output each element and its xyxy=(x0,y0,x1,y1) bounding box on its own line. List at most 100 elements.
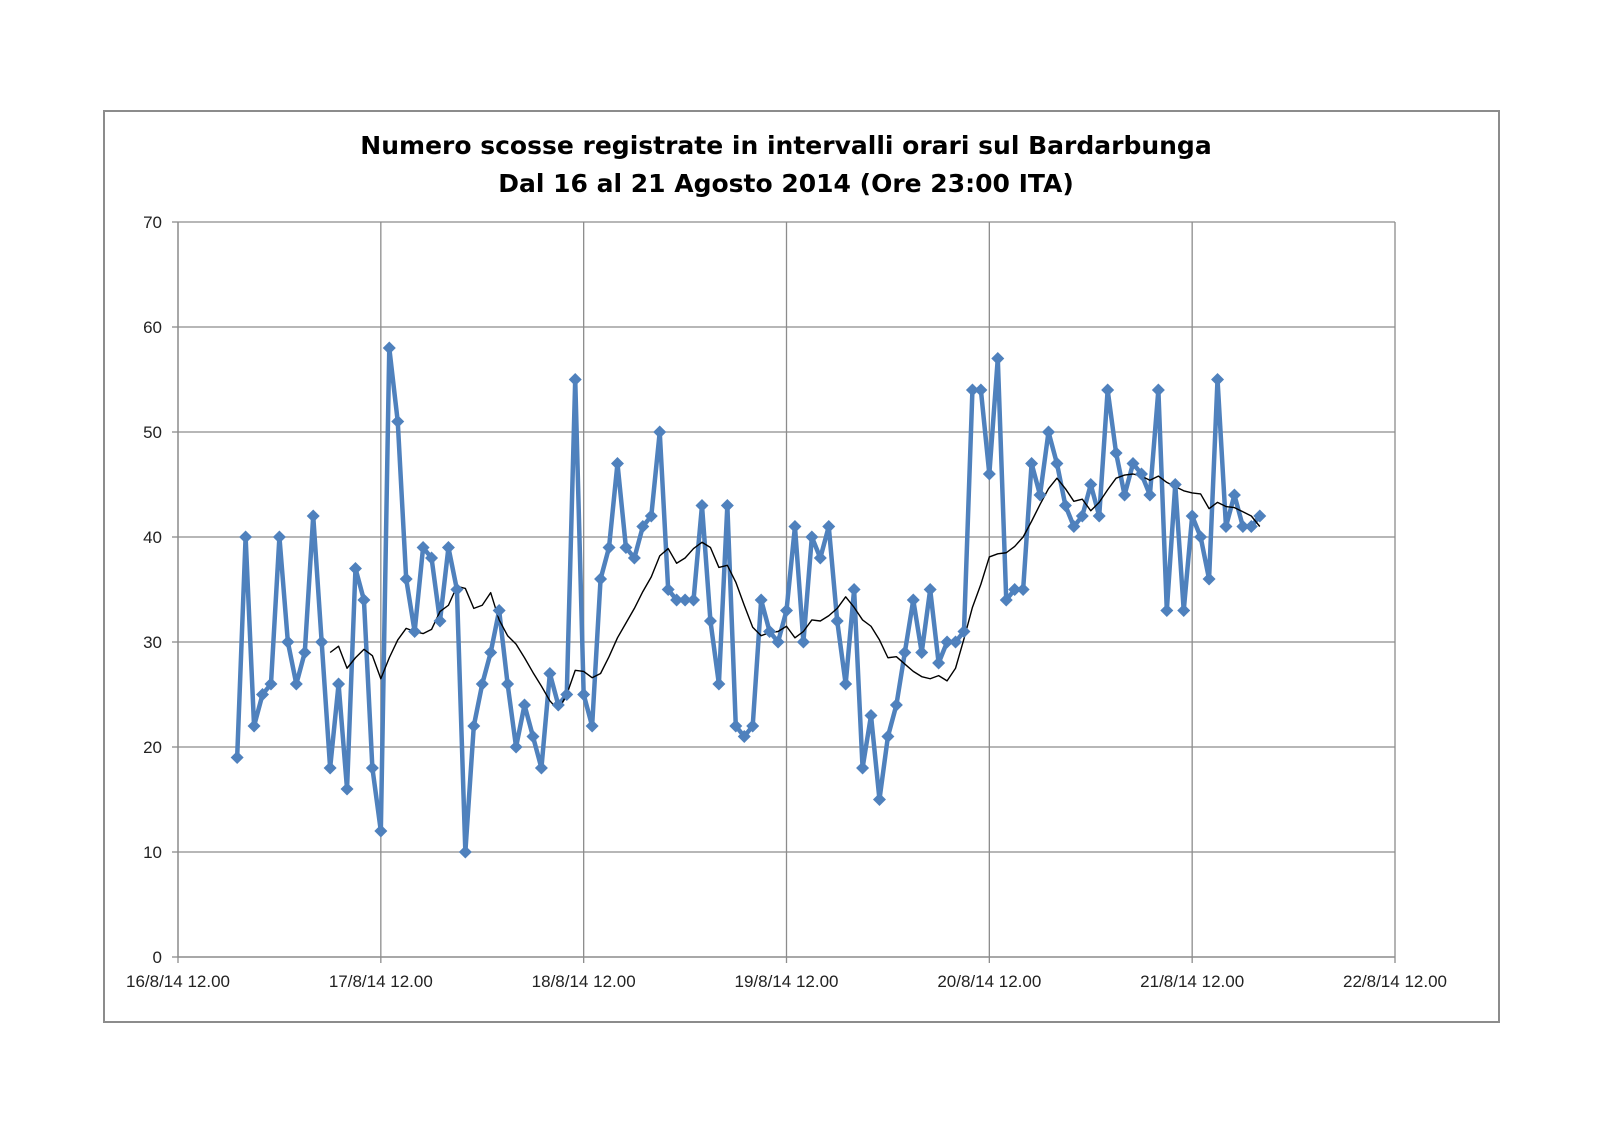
data-point-marker xyxy=(1118,488,1132,502)
data-point-marker xyxy=(754,593,768,607)
data-point-marker xyxy=(949,635,963,649)
data-point-marker xyxy=(1227,488,1241,502)
data-point-marker xyxy=(332,677,346,691)
data-point-marker xyxy=(1211,373,1225,386)
data-point-marker xyxy=(1151,383,1165,397)
data-point-marker xyxy=(534,761,548,775)
data-point-marker xyxy=(433,614,447,628)
data-point-marker xyxy=(526,730,540,743)
data-point-marker xyxy=(348,562,362,575)
data-point-marker xyxy=(636,520,650,533)
data-point-marker xyxy=(1160,604,1174,617)
x-tick-label: 21/8/14 12.00 xyxy=(1140,972,1244,991)
data-point-marker xyxy=(441,541,455,554)
data-point-marker xyxy=(399,572,413,586)
data-point-marker xyxy=(340,782,354,796)
data-point-marker xyxy=(1058,499,1072,512)
data-point-marker xyxy=(1109,446,1123,460)
data-point-marker xyxy=(501,677,515,691)
data-point-marker xyxy=(780,604,793,617)
data-point-marker xyxy=(627,551,641,565)
data-point-marker xyxy=(1219,520,1233,533)
data-point-marker xyxy=(1041,425,1055,439)
x-tick-label: 19/8/14 12.00 xyxy=(735,972,839,991)
data-point-marker xyxy=(1126,457,1140,470)
data-point-marker xyxy=(729,719,743,733)
data-point-marker xyxy=(847,583,861,596)
y-tick-label: 0 xyxy=(153,948,162,967)
series-markers xyxy=(230,341,1267,859)
x-tick-label: 22/8/14 12.00 xyxy=(1343,972,1447,991)
data-point-marker xyxy=(1075,509,1089,523)
data-point-marker xyxy=(1244,520,1258,533)
data-point-marker xyxy=(509,740,523,754)
data-point-marker xyxy=(965,383,979,397)
data-point-marker xyxy=(450,583,464,596)
data-point-marker xyxy=(737,730,751,743)
data-point-marker xyxy=(281,635,295,649)
data-point-marker xyxy=(1168,478,1182,491)
data-point-marker xyxy=(788,520,802,533)
data-point-marker xyxy=(458,845,472,859)
data-point-marker xyxy=(1202,572,1216,586)
data-point-marker xyxy=(560,688,574,701)
data-point-marker xyxy=(1016,583,1030,596)
data-point-marker xyxy=(256,688,270,701)
data-point-marker xyxy=(1134,467,1148,481)
x-tick-label: 18/8/14 12.00 xyxy=(532,972,636,991)
data-point-marker xyxy=(425,551,439,565)
data-point-marker xyxy=(610,457,624,470)
data-point-marker xyxy=(906,593,920,607)
data-point-marker xyxy=(864,709,878,722)
data-point-marker xyxy=(1177,604,1191,617)
data-point-marker xyxy=(619,541,633,554)
data-point-marker xyxy=(653,425,667,439)
data-point-marker xyxy=(1185,509,1199,523)
data-point-marker xyxy=(323,761,337,775)
data-point-marker xyxy=(771,635,785,649)
data-point-marker xyxy=(720,499,734,512)
y-tick-label: 50 xyxy=(143,423,162,442)
chart-subtitle: Dal 16 al 21 Agosto 2014 (Ore 23:00 ITA) xyxy=(498,169,1074,198)
data-point-marker xyxy=(940,635,954,649)
data-point-marker xyxy=(1025,457,1039,470)
data-point-marker xyxy=(484,646,498,659)
data-point-marker xyxy=(1067,520,1081,533)
data-point-marker xyxy=(1194,530,1208,544)
y-tick-label: 30 xyxy=(143,633,162,652)
data-point-marker xyxy=(306,509,320,523)
data-point-marker xyxy=(239,530,253,544)
data-point-marker xyxy=(670,593,684,607)
data-point-marker xyxy=(1101,383,1115,397)
data-point-marker xyxy=(974,383,988,397)
data-point-marker xyxy=(695,499,709,512)
data-point-marker xyxy=(230,751,244,764)
data-point-marker xyxy=(687,593,701,607)
data-point-marker xyxy=(416,541,430,554)
y-tick-label: 70 xyxy=(143,213,162,232)
data-point-marker xyxy=(391,415,405,428)
y-tick-label: 10 xyxy=(143,843,162,862)
data-point-marker xyxy=(822,520,836,533)
data-point-marker xyxy=(382,341,396,355)
y-tick-label: 20 xyxy=(143,738,162,757)
y-tick-label: 40 xyxy=(143,528,162,547)
data-point-marker xyxy=(577,688,591,701)
x-tick-label: 17/8/14 12.00 xyxy=(329,972,433,991)
data-point-marker xyxy=(805,530,819,544)
data-point-marker xyxy=(830,614,844,628)
data-point-marker xyxy=(264,677,278,691)
data-point-marker xyxy=(703,614,717,628)
data-point-marker xyxy=(585,719,599,733)
data-point-marker xyxy=(1084,478,1098,491)
data-point-marker xyxy=(881,730,895,743)
data-point-marker xyxy=(923,583,937,596)
chart-title: Numero scosse registrate in intervalli o… xyxy=(360,131,1211,160)
data-point-marker xyxy=(957,625,971,638)
data-point-marker xyxy=(1050,457,1064,470)
data-point-marker xyxy=(568,373,582,386)
data-point-marker xyxy=(712,677,726,691)
data-point-marker xyxy=(678,593,692,607)
series-line-moving-average xyxy=(329,473,1261,711)
data-point-marker xyxy=(644,509,658,523)
